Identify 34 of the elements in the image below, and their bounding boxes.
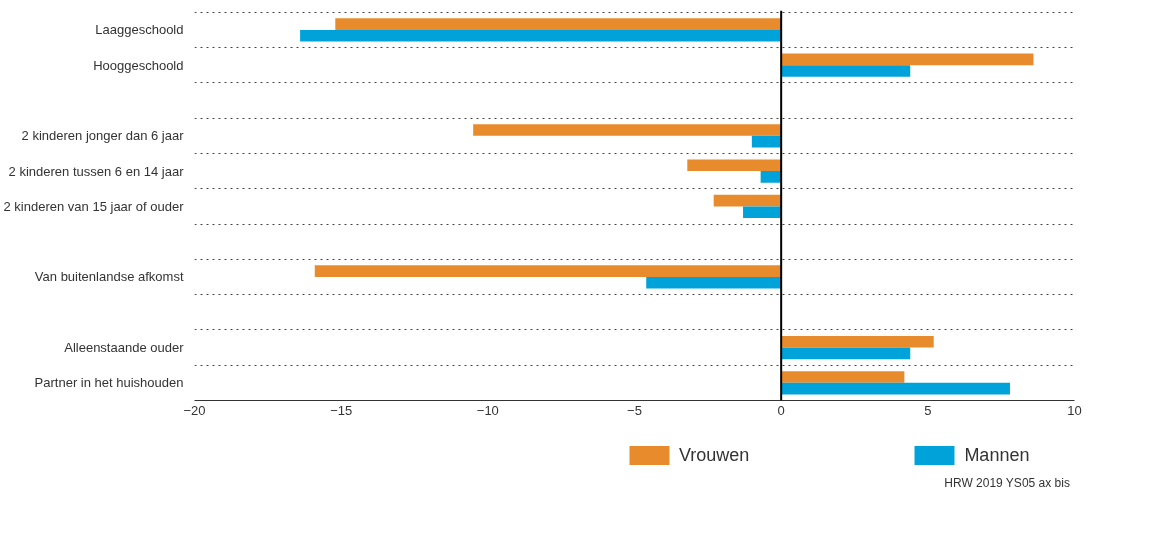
y-tick-label: Alleenstaande ouder [64,340,185,356]
bar [687,159,782,172]
bar [713,194,782,207]
bar [751,135,782,148]
bar [646,276,782,289]
bar [781,382,1010,395]
bar [781,347,911,360]
y-tick-label: 2 kinderen jonger dan 6 jaar [21,128,185,144]
legend-label: Vrouwen [679,444,750,466]
text: HRW 2019 YS05 ax bis [944,475,1070,490]
x-tick-label: −10 [476,402,499,418]
y-tick-label: Partner in het huishouden [34,375,184,391]
y-tick-label: Hooggeschoold [93,57,184,73]
y-tick-label: Van buitenlandse afkomst [34,269,184,285]
bar [781,371,905,383]
y-tick-label: Laaggeschoold [95,22,184,38]
bar [473,124,782,136]
bar [335,18,782,30]
bar [781,335,934,348]
x-tick-label: 0 [777,402,785,418]
x-tick-label: 5 [924,402,932,418]
bar [781,65,911,77]
y-tick-label: 2 kinderen van 15 jaar of ouder [3,198,185,214]
x-tick-label: −20 [183,402,206,418]
x-tick-label: 10 [1067,402,1082,418]
x-tick-label: −15 [330,402,353,418]
y-tick-label: 2 kinderen tussen 6 en 14 jaar [8,163,185,179]
legend-label: Mannen [964,444,1030,466]
bar [760,171,782,183]
bar [314,265,782,277]
bar [781,53,1034,66]
bar [300,29,782,42]
x-tick-label: −5 [627,402,642,418]
bar [743,206,782,219]
